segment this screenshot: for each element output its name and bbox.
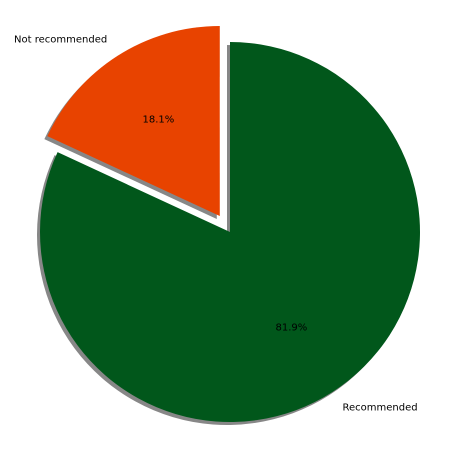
pie-slices — [40, 25, 421, 422]
slice-pct-label-recommended: 81.9% — [275, 323, 307, 334]
slice-recommended — [40, 42, 421, 422]
slice-pct-label-not-recommended: 18.1% — [142, 114, 174, 125]
pie-labels: 81.9% Recommended 18.1% Not recommended — [14, 34, 418, 413]
slice-category-label-recommended: Recommended — [343, 403, 418, 414]
slice-category-label-not-recommended: Not recommended — [14, 34, 107, 45]
slice-not-recommended — [47, 25, 220, 216]
